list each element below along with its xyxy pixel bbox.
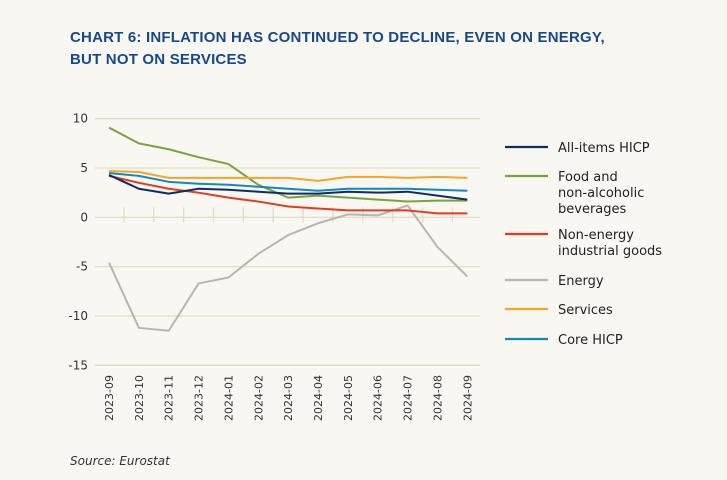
legend-label: Non-energy [558,228,634,243]
series-line-services [108,169,468,182]
x-tick-label: 2023-09 [103,375,116,421]
x-tick-label: 2023-10 [133,375,146,421]
x-tick-label: 2024-05 [342,375,355,421]
series-line-energy [108,204,469,332]
legend-label: All-items HICP [558,141,650,156]
series-line-core-hicp [108,171,468,192]
x-tick-label: 2024-06 [372,375,385,421]
legend-label: Core HICP [558,333,623,348]
x-tick-label: 2023-11 [163,375,176,421]
legend-label: Food and [558,170,618,185]
y-tick-label: 10 [73,112,88,126]
legend-label: non-alcoholic [558,186,644,201]
x-tick-label: 2024-08 [431,375,444,421]
chart-title: CHART 6: INFLATION HAS CONTINUED TO DECL… [70,29,605,68]
series-line-food-and-non-alcoholic-beverages [108,126,468,203]
source-note: Source: Eurostat [70,454,170,468]
x-tick-label: 2024-09 [461,375,474,421]
legend-label: Energy [558,274,604,289]
x-tick-label: 2023-12 [193,375,206,421]
legend-label: beverages [558,202,627,217]
y-tick-label: 0 [80,210,88,224]
x-tick-label: 2024-07 [402,375,415,421]
y-tick-label: -5 [76,260,88,274]
x-tick-label: 2024-04 [312,375,325,421]
legend-label: industrial goods [558,244,662,259]
series-line-non-energy-industrial-goods [108,174,468,215]
legend-label: Services [558,303,613,318]
y-tick-label: 5 [80,161,88,175]
y-tick-label: -10 [68,309,88,323]
series-line-all-items-hicp [108,174,468,201]
y-tick-label: -15 [68,358,88,372]
x-tick-label: 2024-03 [282,375,295,421]
x-tick-label: 2024-01 [222,375,235,421]
x-tick-label: 2024-02 [252,375,265,421]
